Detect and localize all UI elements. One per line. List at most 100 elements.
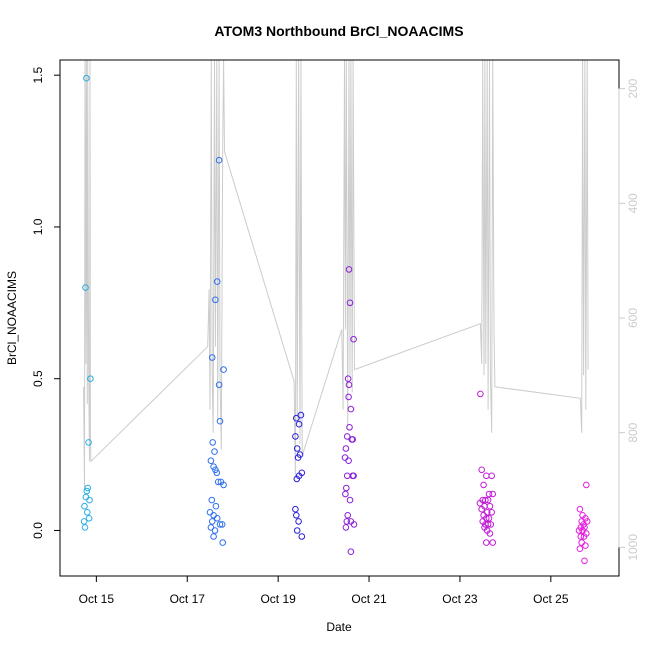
x-tick-label-3: Oct 21 bbox=[351, 592, 387, 606]
pressure-line bbox=[83, 59, 589, 491]
x-tick-label-1: Oct 17 bbox=[170, 592, 206, 606]
data-point-52 bbox=[293, 512, 300, 519]
y-axis-label: BrCl_NOAACIMS bbox=[5, 271, 19, 365]
data-point-100 bbox=[485, 515, 493, 522]
data-point-57 bbox=[346, 299, 354, 307]
data-point-38 bbox=[211, 527, 219, 534]
data-point-9 bbox=[84, 509, 91, 516]
data-point-68 bbox=[341, 454, 349, 461]
data-point-54 bbox=[293, 527, 301, 534]
data-point-17 bbox=[220, 366, 227, 373]
x-tick-label-0: Oct 15 bbox=[79, 592, 115, 606]
right-tick-label-0: 200 bbox=[626, 78, 640, 98]
data-point-56 bbox=[345, 266, 353, 273]
data-point-63 bbox=[346, 424, 353, 431]
data-point-50 bbox=[293, 475, 301, 483]
data-point-111 bbox=[576, 505, 584, 513]
data-point-15 bbox=[212, 296, 219, 304]
data-point-11 bbox=[80, 518, 88, 525]
data-point-0 bbox=[83, 74, 90, 82]
data-point-66 bbox=[349, 436, 357, 443]
data-point-91 bbox=[484, 496, 492, 504]
data-point-29 bbox=[208, 496, 216, 504]
x-axis-label: Date bbox=[326, 620, 352, 634]
data-point-36 bbox=[218, 521, 226, 528]
data-point-69 bbox=[345, 457, 352, 465]
data-point-58 bbox=[350, 335, 357, 343]
data-point-86 bbox=[480, 481, 487, 489]
data-point-67 bbox=[342, 445, 350, 452]
data-point-24 bbox=[212, 466, 219, 474]
data-point-79 bbox=[350, 521, 358, 528]
data-point-12 bbox=[81, 524, 89, 531]
data-point-64 bbox=[343, 433, 351, 440]
data-point-94 bbox=[486, 502, 494, 510]
data-point-44 bbox=[292, 433, 299, 440]
data-point-124 bbox=[578, 539, 586, 546]
data-point-82 bbox=[477, 390, 484, 398]
data-point-26 bbox=[214, 478, 222, 486]
data-point-43 bbox=[295, 420, 303, 428]
data-point-42 bbox=[293, 414, 300, 422]
right-tick-label-1: 400 bbox=[626, 193, 640, 213]
y-tick-label-1: 0.5 bbox=[31, 370, 45, 387]
data-point-55 bbox=[298, 533, 306, 540]
y-tick-label-3: 1.5 bbox=[31, 67, 45, 84]
y-tick-label-0: 0.0 bbox=[31, 522, 45, 539]
right-tick-label-2: 600 bbox=[626, 308, 640, 328]
data-point-13 bbox=[215, 156, 223, 164]
data-point-73 bbox=[343, 484, 350, 492]
data-point-1 bbox=[82, 284, 89, 291]
data-point-4 bbox=[84, 484, 91, 492]
data-point-40 bbox=[219, 539, 226, 546]
data-point-104 bbox=[487, 521, 495, 528]
data-point-59 bbox=[344, 375, 352, 383]
data-point-5 bbox=[83, 487, 91, 495]
data-point-84 bbox=[483, 472, 490, 480]
data-point-34 bbox=[208, 518, 216, 525]
data-point-31 bbox=[206, 509, 214, 516]
data-point-72 bbox=[350, 472, 357, 480]
data-point-107 bbox=[486, 530, 494, 537]
data-point-77 bbox=[343, 518, 351, 525]
data-point-90 bbox=[482, 496, 489, 504]
right-tick-label-4: 1000 bbox=[626, 534, 640, 561]
data-point-10 bbox=[85, 515, 93, 522]
data-point-25 bbox=[213, 469, 221, 477]
data-point-7 bbox=[86, 496, 93, 504]
data-point-51 bbox=[292, 505, 299, 513]
data-point-95 bbox=[478, 505, 486, 513]
data-point-88 bbox=[489, 490, 497, 498]
chart-title: ATOM3 Northbound BrCl_NOAACIMS bbox=[214, 23, 463, 39]
x-axis: Oct 15 Oct 17 Oct 19 Oct 21 Oct 23 Oct 25 bbox=[79, 575, 569, 606]
data-point-32 bbox=[210, 512, 217, 519]
data-point-14 bbox=[213, 278, 221, 285]
data-point-122 bbox=[577, 533, 585, 540]
y-axis: 0.0 0.5 1.0 1.5 bbox=[31, 67, 61, 539]
data-point-125 bbox=[582, 542, 589, 549]
data-point-97 bbox=[488, 509, 496, 516]
x-tick-label-4: Oct 23 bbox=[442, 592, 478, 606]
data-point-62 bbox=[347, 405, 355, 413]
data-point-45 bbox=[293, 445, 301, 452]
x-tick-label-5: Oct 25 bbox=[533, 592, 569, 606]
x-tick-label-2: Oct 19 bbox=[260, 592, 296, 606]
data-point-20 bbox=[209, 439, 216, 446]
data-point-19 bbox=[216, 417, 224, 425]
data-point-39 bbox=[210, 533, 217, 540]
data-point-30 bbox=[212, 502, 220, 510]
right-axis: 200 400 600 800 1000 bbox=[618, 78, 640, 561]
y-tick-label-2: 1.0 bbox=[31, 218, 45, 235]
data-point-33 bbox=[213, 515, 221, 522]
data-point-18 bbox=[215, 381, 223, 389]
data-point-16 bbox=[208, 354, 216, 361]
data-point-2 bbox=[87, 375, 94, 383]
data-point-60 bbox=[345, 381, 353, 389]
data-point-81 bbox=[347, 548, 355, 556]
data-point-53 bbox=[295, 518, 302, 525]
data-point-119 bbox=[575, 527, 583, 534]
data-point-70 bbox=[343, 472, 351, 480]
data-point-28 bbox=[220, 481, 227, 489]
data-point-92 bbox=[476, 499, 484, 507]
